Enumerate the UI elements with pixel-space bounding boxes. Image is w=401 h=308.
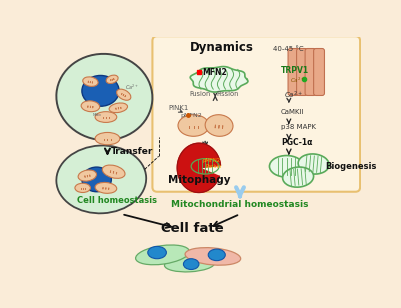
FancyBboxPatch shape [305, 48, 316, 95]
Ellipse shape [82, 75, 119, 106]
Text: Mito: Mito [93, 113, 101, 117]
Text: Fission: Fission [217, 91, 239, 97]
Ellipse shape [102, 165, 125, 178]
Text: Mitochondrial homeostasis: Mitochondrial homeostasis [171, 200, 309, 209]
Polygon shape [177, 143, 221, 192]
Text: CaMKII: CaMKII [281, 109, 305, 115]
Ellipse shape [109, 103, 128, 113]
Text: pMFN2: pMFN2 [203, 158, 221, 163]
Text: Cell fate: Cell fate [161, 222, 223, 235]
Ellipse shape [178, 115, 209, 136]
Text: p38 MAPK: p38 MAPK [281, 124, 316, 130]
Text: $Ca^{2+}$: $Ca^{2+}$ [290, 76, 306, 85]
Ellipse shape [205, 115, 233, 136]
Ellipse shape [83, 77, 98, 86]
Ellipse shape [81, 101, 100, 112]
Text: Biogenesis: Biogenesis [325, 162, 377, 171]
Text: TRPV1: TRPV1 [281, 66, 309, 75]
Polygon shape [190, 67, 248, 92]
Ellipse shape [95, 132, 120, 145]
Text: Fusion: Fusion [189, 91, 211, 97]
Ellipse shape [136, 245, 189, 265]
Ellipse shape [183, 259, 199, 270]
Text: MFN2: MFN2 [202, 68, 227, 77]
Text: pMFN2: pMFN2 [180, 113, 202, 118]
Ellipse shape [117, 89, 131, 100]
Ellipse shape [208, 249, 225, 261]
Ellipse shape [283, 167, 314, 187]
Text: PGC-1α: PGC-1α [281, 138, 312, 147]
Text: Mitophagy: Mitophagy [168, 175, 230, 185]
Ellipse shape [57, 145, 146, 213]
FancyBboxPatch shape [297, 48, 308, 95]
Text: $Ca^{2+}$: $Ca^{2+}$ [125, 82, 138, 91]
Ellipse shape [269, 156, 304, 177]
Text: Parkin: Parkin [205, 164, 221, 169]
Text: $Ca^{2+}$: $Ca^{2+}$ [284, 90, 304, 101]
Ellipse shape [164, 256, 215, 272]
FancyBboxPatch shape [288, 48, 299, 95]
Ellipse shape [95, 111, 117, 122]
Text: Dynamics: Dynamics [190, 41, 254, 54]
Ellipse shape [82, 167, 111, 192]
Ellipse shape [148, 246, 166, 259]
Text: PINK1: PINK1 [168, 105, 188, 111]
Ellipse shape [95, 182, 117, 193]
Ellipse shape [78, 170, 97, 181]
FancyBboxPatch shape [314, 48, 324, 95]
Ellipse shape [57, 54, 152, 140]
Ellipse shape [106, 75, 118, 83]
Ellipse shape [298, 154, 329, 174]
Ellipse shape [75, 183, 90, 192]
Text: Cell homeostasis: Cell homeostasis [77, 196, 157, 205]
Ellipse shape [185, 248, 241, 265]
FancyBboxPatch shape [152, 36, 360, 192]
Text: Transfer: Transfer [111, 147, 154, 156]
Text: 40-45 °C: 40-45 °C [273, 46, 304, 52]
